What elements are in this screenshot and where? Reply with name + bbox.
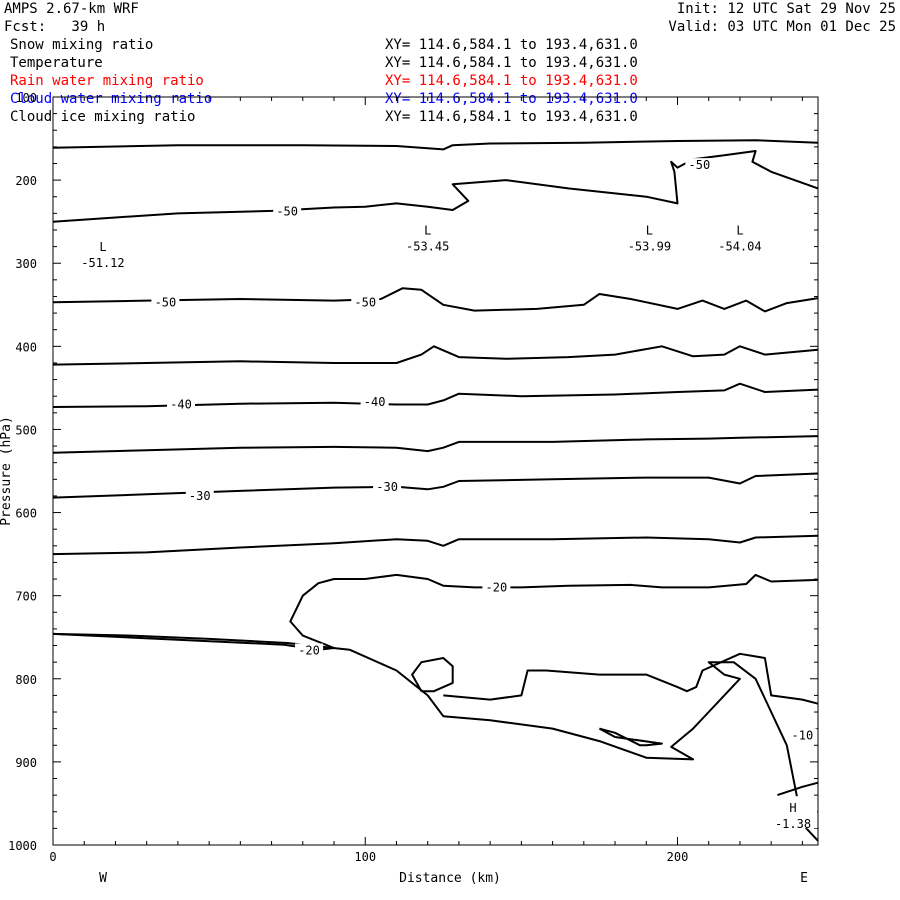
contour-line	[777, 781, 819, 797]
y-axis-label: Pressure (hPa)	[0, 416, 14, 526]
extremum-bg	[403, 218, 452, 251]
field-name: Temperature	[10, 55, 103, 71]
field-xy: XY= 114.6,584.1 to 193.4,631.0	[385, 91, 638, 107]
contour-label-bg	[373, 479, 402, 494]
contour-line	[598, 727, 663, 747]
y-tick-label: 400	[15, 340, 37, 354]
contour-label-bg	[273, 204, 302, 219]
extremum-marker: H	[789, 801, 796, 815]
contour-label: -50	[155, 295, 177, 309]
extremum-marker: L	[736, 224, 743, 238]
field-xy: XY= 114.6,584.1 to 193.4,631.0	[385, 73, 638, 89]
axis-ticks: 100 200 300 400 500 600 700 800 900 1000 0 100 200	[8, 91, 818, 864]
y-tick-label: 500	[15, 423, 37, 437]
contour-labels: -50 -50 -50 -50 -40 -40 -30 -30 -20 -20 -10	[151, 158, 817, 743]
x-axis-label: Distance (km)	[399, 871, 501, 886]
y-tick-label: 600	[15, 507, 37, 521]
contour-line	[52, 573, 819, 651]
extremum-bg	[78, 235, 127, 268]
forecast-hour: Fcst: 39 h	[4, 19, 106, 35]
extrema-annotations: L -51.12 L -53.45 L -53.99 L -54.04 H -1.38	[78, 218, 818, 831]
x-tick-label: 200	[667, 850, 689, 864]
contour-line	[52, 632, 819, 842]
contour-label: -20	[298, 644, 320, 658]
valid-time: Valid: 03 UTC Mon 01 Dec 25	[668, 19, 896, 35]
contour-line	[411, 657, 454, 693]
y-tick-label: 100	[15, 91, 37, 105]
x-tick-label: 100	[354, 850, 376, 864]
extremum-bg	[625, 218, 674, 251]
extremum-value: -1.38	[775, 817, 811, 831]
west-label: W	[99, 871, 107, 886]
field-xy: XY= 114.6,584.1 to 193.4,631.0	[385, 37, 638, 53]
contour-label-bg	[685, 158, 714, 173]
y-tick-label: 700	[15, 590, 37, 604]
contour-line	[52, 150, 819, 223]
contour-label-bg	[482, 580, 511, 595]
extremum-value: -53.45	[406, 240, 449, 254]
contour-line	[52, 382, 819, 408]
plot-frame	[52, 96, 819, 846]
contour-label: -20	[486, 580, 508, 594]
contour-label-bg	[360, 395, 389, 410]
field-name: Rain water mixing ratio	[10, 73, 204, 89]
east-label: E	[800, 871, 808, 886]
contour-label-bg	[151, 295, 180, 310]
contour-line	[52, 345, 819, 366]
contour-label-bg	[167, 397, 196, 412]
field-name: Cloud ice mixing ratio	[10, 109, 196, 125]
field-xy: XY= 114.6,584.1 to 193.4,631.0	[385, 109, 638, 125]
contour-line	[443, 652, 819, 705]
contour-line	[52, 472, 819, 499]
field-xy: XY= 114.6,584.1 to 193.4,631.0	[385, 55, 638, 71]
y-tick-label: 1000	[8, 839, 37, 853]
extremum-marker: L	[646, 224, 653, 238]
temperature-contours	[52, 139, 819, 842]
contour-line	[52, 534, 819, 556]
model-title: AMPS 2.67-km WRF	[4, 1, 139, 17]
contour-label-bg	[351, 295, 380, 310]
contour-label-bg	[788, 728, 817, 743]
extremum-value: -54.04	[718, 240, 761, 254]
contour-label-bg	[185, 488, 214, 503]
contour-label: -40	[364, 395, 386, 409]
contour-label: -10	[792, 728, 814, 742]
y-tick-label: 300	[15, 257, 37, 271]
extremum-value: -51.12	[81, 256, 124, 270]
init-time: Init: 12 UTC Sat 29 Nov 25	[676, 1, 896, 17]
x-tick-label: 0	[49, 850, 56, 864]
extremum-value: -53.99	[628, 240, 671, 254]
contour-label: -30	[189, 489, 211, 503]
contour-line	[52, 435, 819, 454]
contour-label-bg	[295, 643, 324, 658]
y-tick-label: 800	[15, 673, 37, 687]
contour-label: -30	[376, 480, 398, 494]
extremum-bg	[769, 796, 818, 829]
y-tick-label: 200	[15, 174, 37, 188]
y-tick-label: 900	[15, 756, 37, 770]
extremum-bg	[715, 218, 764, 251]
contour-line	[52, 287, 819, 313]
field-name: Cloud water mixing ratio	[10, 91, 213, 107]
contour-line	[52, 139, 819, 151]
contour-label: -50	[276, 205, 298, 219]
contour-label: -50	[689, 158, 711, 172]
contour-label: -50	[354, 295, 376, 309]
field-name: Snow mixing ratio	[10, 37, 154, 53]
extremum-marker: L	[424, 224, 431, 238]
contour-label: -40	[170, 398, 192, 412]
extremum-marker: L	[99, 240, 106, 254]
